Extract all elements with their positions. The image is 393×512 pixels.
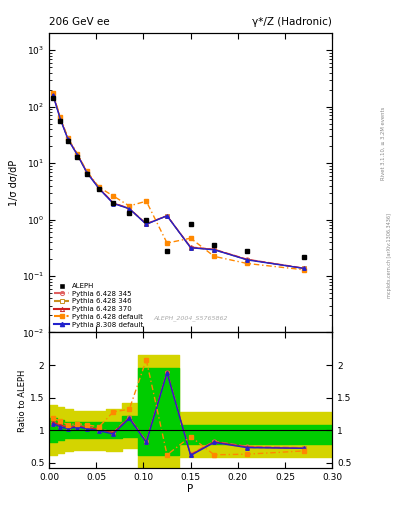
Y-axis label: 1/σ dσ/dP: 1/σ dσ/dP (9, 160, 19, 206)
Pythia 8.308 default (51, 92, 55, 98)
Pythia 6.428 370 (84, 169, 89, 175)
Pythia 6.428 346 (188, 245, 193, 251)
Pythia 6.428 default (144, 198, 149, 204)
Pythia 6.428 default (245, 261, 250, 267)
Pythia 6.428 346 (165, 213, 169, 219)
Pythia 6.428 345 (165, 212, 169, 219)
Pythia 6.428 370 (97, 185, 101, 191)
Pythia 6.428 default (75, 151, 80, 157)
Pythia 6.428 370 (58, 116, 63, 122)
Pythia 6.428 345 (212, 246, 217, 252)
Pythia 6.428 345 (58, 116, 63, 122)
Pythia 6.428 346 (75, 152, 80, 158)
Pythia 8.308 default (84, 169, 89, 176)
Pythia 6.428 370 (188, 244, 193, 250)
Line: Pythia 6.428 345: Pythia 6.428 345 (51, 93, 305, 270)
Pythia 6.428 346 (301, 265, 306, 271)
Pythia 6.428 default (165, 240, 169, 246)
Text: Rivet 3.1.10, ≥ 3.2M events: Rivet 3.1.10, ≥ 3.2M events (381, 106, 386, 180)
Pythia 6.428 345 (51, 91, 55, 97)
Line: Pythia 6.428 default: Pythia 6.428 default (51, 91, 305, 271)
Pythia 8.308 default (212, 247, 217, 253)
Pythia 6.428 370 (245, 257, 250, 263)
Pythia 6.428 346 (245, 257, 250, 263)
Pythia 6.428 370 (111, 200, 116, 206)
Pythia 6.428 345 (127, 205, 132, 211)
Pythia 6.428 346 (111, 200, 116, 206)
Legend: ALEPH, Pythia 6.428 345, Pythia 6.428 346, Pythia 6.428 370, Pythia 6.428 defaul: ALEPH, Pythia 6.428 345, Pythia 6.428 34… (53, 282, 145, 329)
Pythia 8.308 default (165, 213, 169, 219)
Pythia 6.428 370 (212, 246, 217, 252)
Pythia 8.308 default (245, 257, 250, 263)
Pythia 8.308 default (66, 136, 70, 142)
Pythia 6.428 345 (84, 169, 89, 175)
Text: γ*/Z (Hadronic): γ*/Z (Hadronic) (252, 16, 332, 27)
Pythia 6.428 default (301, 267, 306, 273)
Pythia 6.428 345 (144, 221, 149, 227)
Pythia 6.428 default (212, 253, 217, 260)
Pythia 6.428 default (111, 193, 116, 199)
Pythia 6.428 default (127, 203, 132, 209)
Pythia 6.428 default (66, 135, 70, 141)
Pythia 6.428 345 (245, 256, 250, 262)
Y-axis label: Ratio to ALEPH: Ratio to ALEPH (18, 369, 27, 432)
Pythia 6.428 345 (97, 185, 101, 191)
Text: 206 GeV ee: 206 GeV ee (49, 16, 110, 27)
Pythia 6.428 370 (75, 152, 80, 158)
Pythia 6.428 370 (144, 221, 149, 227)
Pythia 6.428 345 (111, 200, 116, 206)
Pythia 6.428 default (51, 90, 55, 96)
Pythia 6.428 default (188, 235, 193, 241)
Line: Pythia 6.428 346: Pythia 6.428 346 (51, 93, 305, 270)
Pythia 6.428 370 (127, 205, 132, 211)
Text: mcplots.cern.ch [arXiv:1306.3436]: mcplots.cern.ch [arXiv:1306.3436] (387, 214, 391, 298)
Pythia 8.308 default (111, 200, 116, 206)
Pythia 6.428 default (97, 184, 101, 190)
X-axis label: P: P (187, 484, 194, 494)
Pythia 8.308 default (58, 116, 63, 122)
Pythia 6.428 346 (51, 92, 55, 98)
Pythia 6.428 346 (58, 116, 63, 122)
Pythia 6.428 345 (75, 152, 80, 158)
Pythia 6.428 default (58, 114, 63, 120)
Line: Pythia 6.428 370: Pythia 6.428 370 (51, 93, 305, 270)
Pythia 8.308 default (97, 186, 101, 192)
Pythia 6.428 346 (66, 136, 70, 142)
Pythia 6.428 345 (66, 136, 70, 142)
Pythia 8.308 default (75, 152, 80, 158)
Pythia 6.428 346 (144, 221, 149, 227)
Pythia 6.428 default (84, 168, 89, 175)
Pythia 6.428 345 (188, 244, 193, 250)
Pythia 8.308 default (127, 206, 132, 212)
Pythia 6.428 370 (66, 136, 70, 142)
Pythia 6.428 346 (127, 206, 132, 212)
Pythia 6.428 346 (84, 169, 89, 176)
Pythia 8.308 default (188, 245, 193, 251)
Pythia 8.308 default (144, 221, 149, 227)
Pythia 6.428 346 (212, 247, 217, 253)
Pythia 6.428 345 (301, 265, 306, 271)
Pythia 6.428 370 (301, 265, 306, 271)
Text: ALEPH_2004_S5765862: ALEPH_2004_S5765862 (153, 315, 228, 321)
Pythia 6.428 370 (51, 91, 55, 97)
Pythia 6.428 346 (97, 185, 101, 191)
Pythia 8.308 default (301, 265, 306, 271)
Line: Pythia 8.308 default: Pythia 8.308 default (51, 93, 305, 270)
Pythia 6.428 370 (165, 212, 169, 219)
